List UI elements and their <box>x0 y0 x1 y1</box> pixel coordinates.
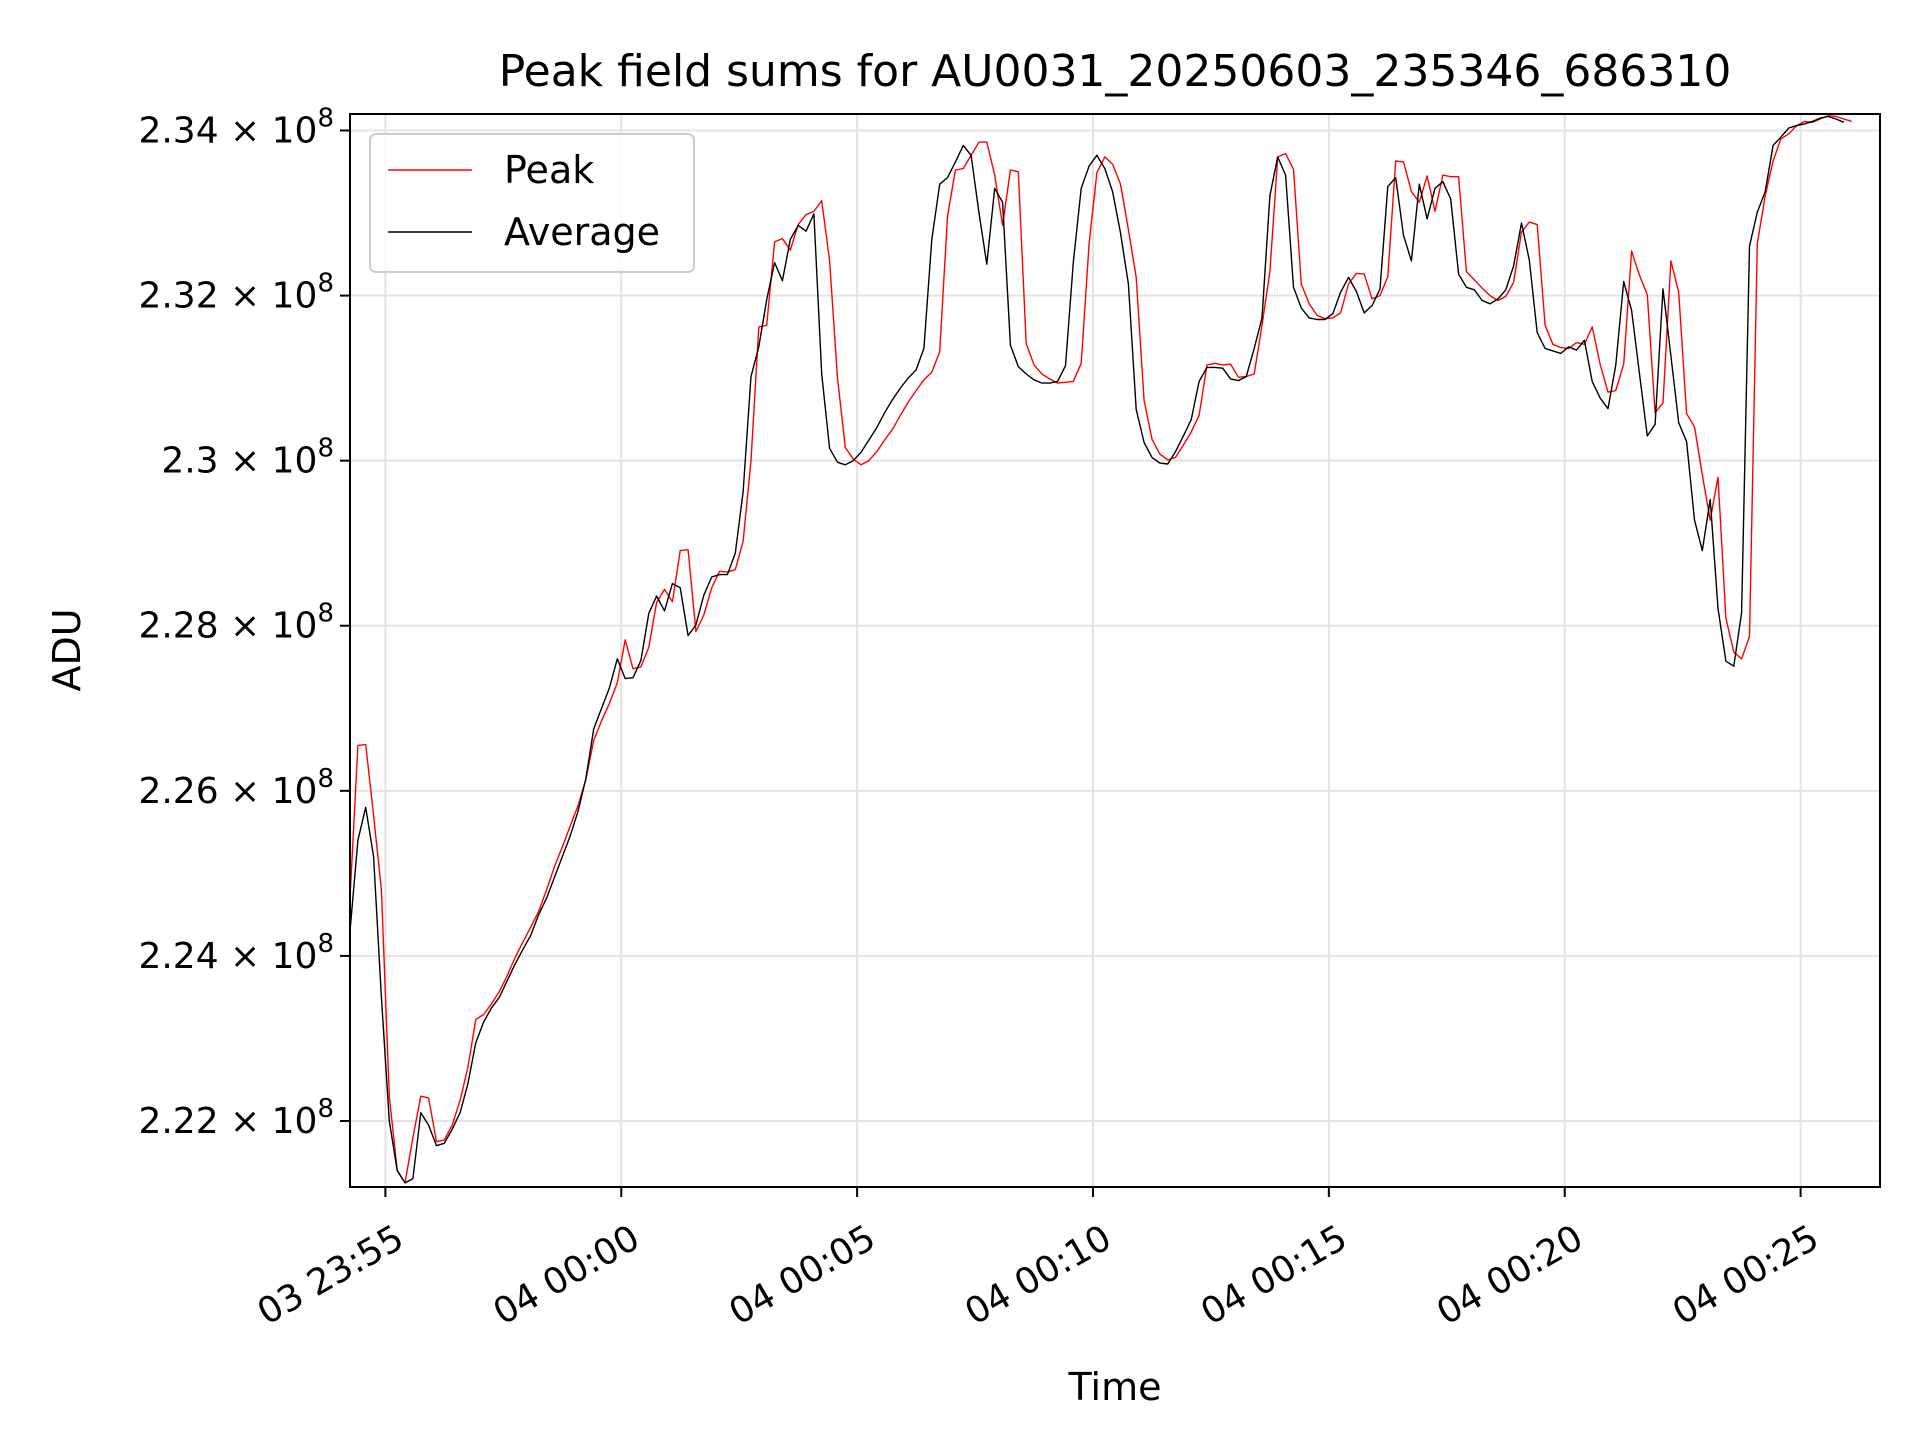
y-tick-label: 2.24 × 108 <box>138 929 334 977</box>
legend: Peak Average <box>369 133 695 273</box>
y-tick-exponent: 8 <box>317 269 334 299</box>
legend-label-average: Average <box>504 210 660 254</box>
y-tick-times-sign: × 10 <box>219 111 318 152</box>
y-tick-label: 2.28 × 108 <box>138 599 334 647</box>
y-tick-mantissa: 2.32 <box>138 276 218 317</box>
y-tick-times-sign: × 10 <box>219 276 318 317</box>
legend-label-peak: Peak <box>504 148 594 192</box>
y-tick-label: 2.34 × 108 <box>138 104 334 152</box>
y-tick-label: 2.26 × 108 <box>138 764 334 812</box>
axes-frame <box>349 113 1881 1188</box>
y-tick-exponent: 8 <box>317 929 334 959</box>
y-tick-times-sign: × 10 <box>219 441 318 482</box>
y-tick-exponent: 8 <box>317 1094 334 1124</box>
y-tick-label: 2.3 × 108 <box>161 434 334 482</box>
series-line-average <box>350 115 1845 1184</box>
y-tick-mantissa: 2.3 <box>161 441 218 482</box>
y-tick-times-sign: × 10 <box>219 1101 318 1142</box>
y-tick-label: 2.22 × 108 <box>138 1094 334 1142</box>
y-tick-times-sign: × 10 <box>219 936 318 977</box>
grid-lines <box>350 114 1880 1187</box>
y-tick-mantissa: 2.28 <box>138 606 218 647</box>
y-tick-times-sign: × 10 <box>219 606 318 647</box>
y-tick-times-sign: × 10 <box>219 771 318 812</box>
series-layer <box>350 114 1852 1184</box>
y-tick-mantissa: 2.34 <box>138 111 218 152</box>
chart-title: Peak field sums for AU0031_20250603_2353… <box>499 46 1732 97</box>
legend-box <box>369 133 695 273</box>
y-axis-label: ADU <box>45 608 89 691</box>
y-tick-exponent: 8 <box>317 434 334 464</box>
y-tick-exponent: 8 <box>317 764 334 794</box>
x-axis-label: Time <box>1068 1365 1162 1409</box>
y-tick-label: 2.32 × 108 <box>138 269 334 317</box>
y-tick-exponent: 8 <box>317 104 334 134</box>
y-tick-mantissa: 2.26 <box>138 771 218 812</box>
y-tick-mantissa: 2.22 <box>138 1101 218 1142</box>
series-line-peak <box>350 114 1852 1184</box>
y-tick-exponent: 8 <box>317 599 334 629</box>
y-tick-mantissa: 2.24 <box>138 936 218 977</box>
